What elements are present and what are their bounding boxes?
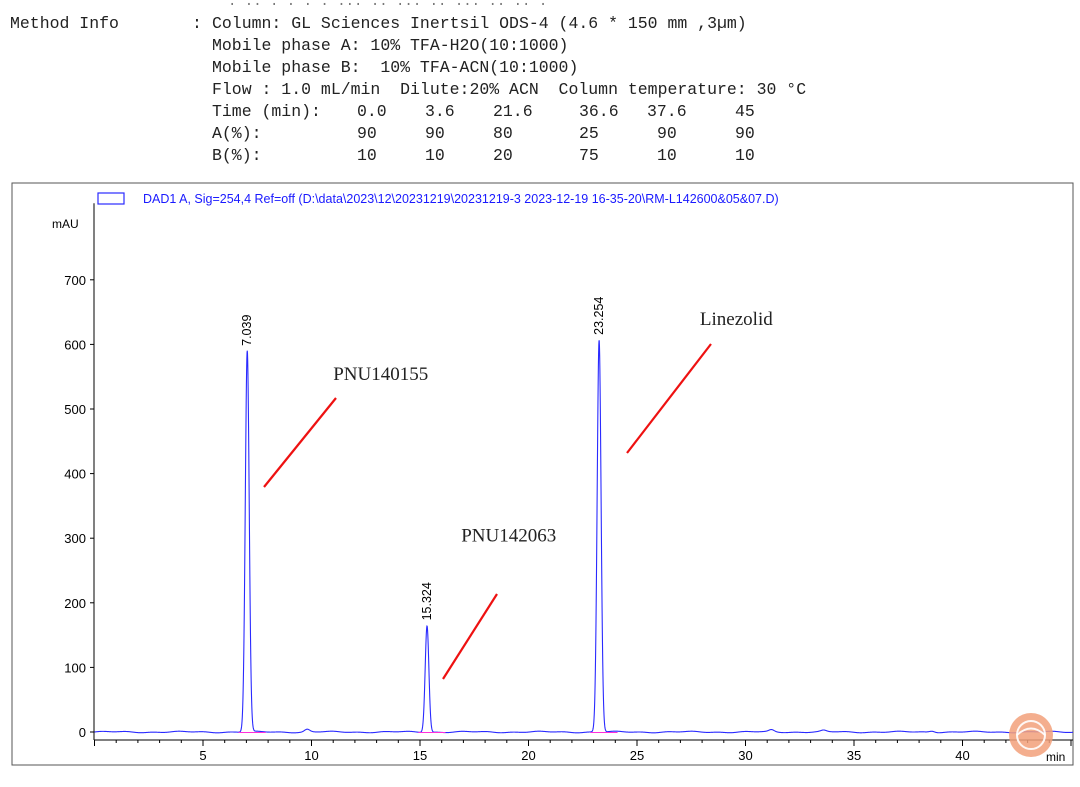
legend-swatch [97,192,125,205]
gradient-b-label: B(%): [212,146,262,165]
y-tick-label: 300 [64,531,86,546]
annotation-pointer [263,397,337,488]
cropped-text-line: . .. . . . . ... .. ... .. ... .. .. . .… [228,0,548,6]
gradient-a-cell: 25 [579,124,599,143]
axes [93,203,1073,741]
gradient-time-cell: 36.6 [579,102,619,121]
x-tick-label: 30 [738,748,752,763]
chart-title: DAD1 A, Sig=254,4 Ref=off (D:\data\2023\… [143,192,779,206]
gradient-a-cell: 90 [735,124,755,143]
y-tick-label: 600 [64,337,86,352]
compound-annotation: PNU142063 [461,525,556,546]
x-tick-label: 10 [304,748,318,763]
x-axis-label: min [1046,750,1065,764]
peak-rt-label: 7.039 [240,315,254,346]
gradient-b-cell: 75 [579,146,599,165]
gradient-time-cell: 45 [735,102,755,121]
x-tick-label: 5 [199,748,206,763]
gradient-a-cell: 90 [425,124,445,143]
method-info-title: Method Info [10,14,119,33]
chart-frame [11,182,1074,766]
x-tick-label: 20 [521,748,535,763]
gradient-b-cell: 10 [657,146,677,165]
gradient-b-cell: 10 [735,146,755,165]
annotations: PNU140155 PNU142063 Linezolid [263,309,773,680]
mobile-phase-a-text: Mobile phase A: 10% TFA-H2O(10:1000) [212,36,569,55]
y-tick-label: 500 [64,402,86,417]
x-tick-label: 25 [630,748,644,763]
y-axis-label: mAU [52,217,79,231]
x-tick-label: 15 [413,748,427,763]
peak-labels: 7.039 15.324 23.254 [240,297,606,621]
gradient-b-cell: 10 [357,146,377,165]
y-tick-label: 200 [64,596,86,611]
gradient-b-cell: 20 [493,146,513,165]
y-tick-label: 700 [64,273,86,288]
method-info: . .. . . . . ... .. ... .. ... .. .. . .… [0,0,1080,175]
compound-annotation: Linezolid [700,309,773,330]
peak-rt-label: 15.324 [420,582,434,620]
x-tick-label: 40 [955,748,969,763]
gradient-a-cell: 80 [493,124,513,143]
annotation-pointer [442,593,498,680]
annotation-pointer [626,343,712,454]
peak-rt-label: 23.254 [592,297,606,335]
column-text: Column: GL Sciences Inertsil ODS-4 (4.6 … [212,14,747,33]
gradient-b-cell: 10 [425,146,445,165]
gradient-a-cell: 90 [657,124,677,143]
gradient-time-label: Time (min): [212,102,321,121]
mobile-phase-b-text: Mobile phase B: 10% TFA-ACN(10:1000) [212,58,579,77]
gradient-a-cell: 90 [357,124,377,143]
gradient-a-label: A(%): [212,124,262,143]
traces [94,340,1073,734]
y-tick-label: 100 [64,660,86,675]
gradient-time-cell: 0.0 [357,102,387,121]
gradient-time-cell: 3.6 [425,102,455,121]
ticks: 0 100 200 300 400 500 600 700 5 10 15 20 25 30 35 40 [64,273,1072,763]
y-tick-label: 0 [79,725,86,740]
method-info-colon: : [192,14,202,33]
gradient-time-cell: 37.6 [647,102,687,121]
signal-trace [94,340,1073,734]
gradient-time-cell: 21.6 [493,102,533,121]
flow-text: Flow : 1.0 mL/min Dilute:20% ACN Column … [212,80,807,99]
legend: DAD1 A, Sig=254,4 Ref=off (D:\data\2023\… [97,192,779,206]
x-tick-label: 35 [847,748,861,763]
y-tick-label: 400 [64,467,86,482]
compound-annotation: PNU140155 [333,364,428,385]
watermark-logo [1009,713,1053,757]
